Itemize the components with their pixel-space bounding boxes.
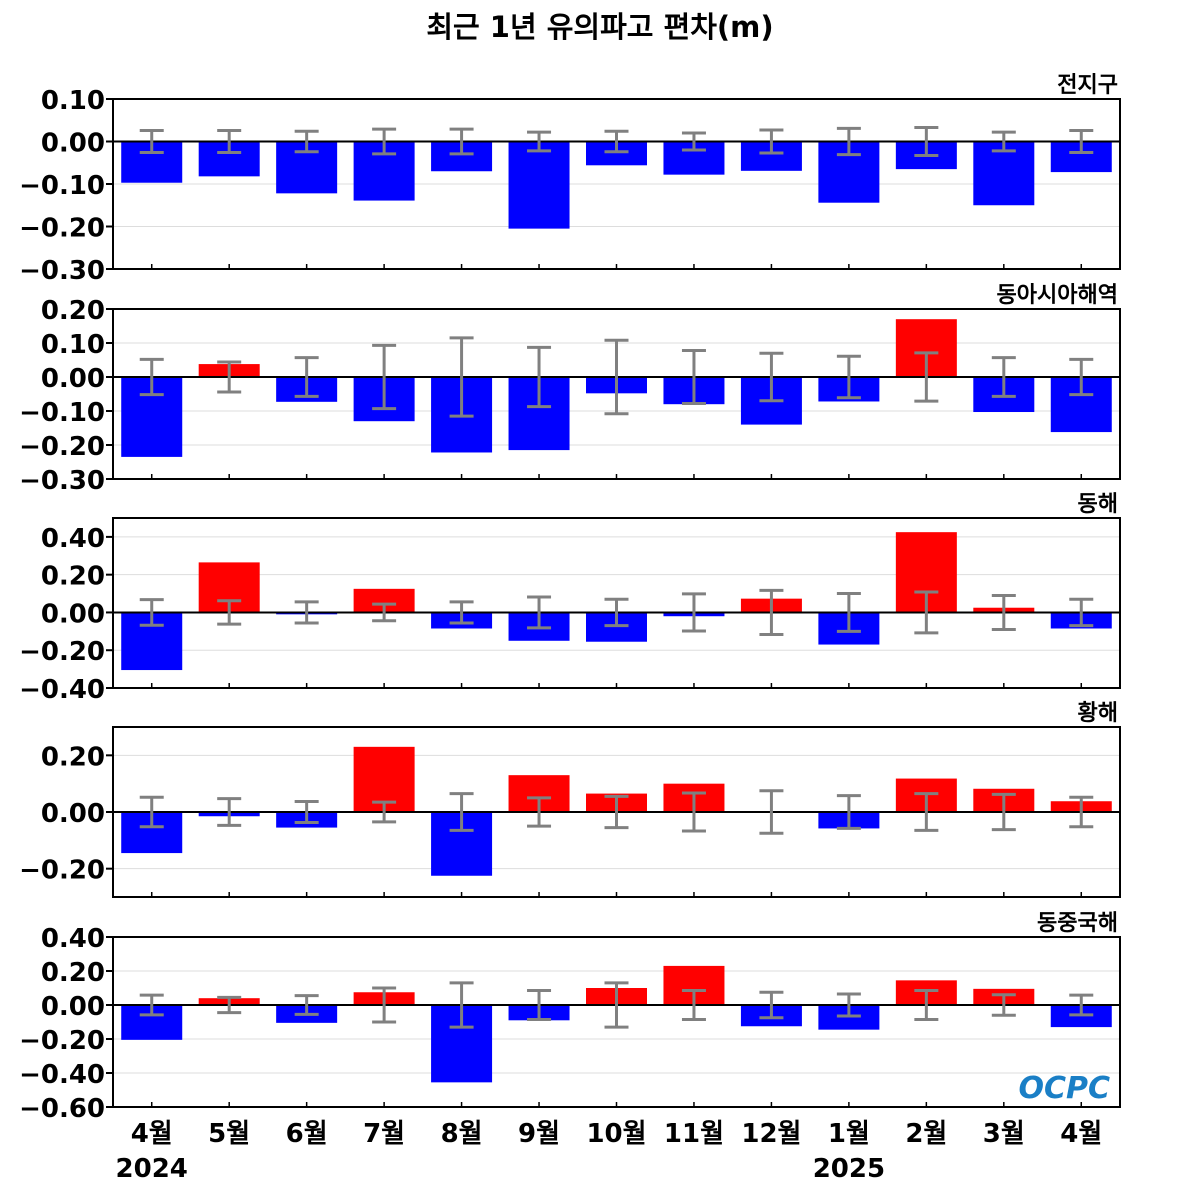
y-tick-label: −0.20: [19, 856, 105, 886]
panel-title: 동중국해: [1037, 911, 1118, 936]
y-tick-label: 0.00: [41, 992, 105, 1022]
year-label: 2024: [116, 1154, 188, 1184]
panel-title: 황해: [1078, 701, 1118, 726]
y-tick-label: 0.10: [41, 330, 105, 360]
y-tick-label: 0.20: [41, 958, 105, 988]
chart-panel-3: 동해 0.40 0.20 0.00 −0.20 −0.40: [19, 492, 1121, 705]
bar: [508, 141, 570, 229]
x-tick-label: 2월: [905, 1119, 947, 1149]
chart-panel-4: 황해 0.20 0.00 −0.20: [19, 701, 1121, 898]
y-tick-label: −0.20: [19, 1026, 105, 1056]
x-tick-label: 8월: [441, 1119, 483, 1149]
y-tick-label: 0.20: [41, 562, 105, 592]
y-tick-label: 0.00: [41, 599, 105, 629]
y-tick-label: −0.20: [19, 432, 105, 462]
x-tick-label: 7월: [363, 1119, 405, 1149]
x-tick-label: 3월: [983, 1119, 1025, 1149]
y-tick-label: −0.20: [19, 637, 105, 667]
y-tick-label: 0.00: [41, 364, 105, 394]
y-tick-label: 0.20: [41, 742, 105, 772]
page-title: 최근 1년 유의파고 편차(m): [426, 10, 774, 44]
x-tick-label: 1월: [828, 1119, 870, 1149]
panel-title: 동아시아해역: [997, 283, 1118, 308]
y-tick-label: 0.00: [41, 799, 105, 829]
chart-panel-1: 전지구 0.10 0.00 −0.10 −0.20 −0.30: [19, 73, 1121, 286]
x-tick-label: 12월: [741, 1119, 801, 1149]
y-tick-label: 0.40: [41, 524, 105, 554]
y-tick-label: 0.40: [41, 924, 105, 954]
y-tick-label: −0.20: [19, 214, 105, 244]
chart-panel-2: 동아시아해역 0.20 0.10 0.00 −0.10 −0.20 −0.30: [19, 283, 1121, 496]
y-tick-label: −0.40: [19, 675, 105, 705]
bar: [353, 588, 415, 613]
y-tick-label: −0.30: [19, 256, 105, 286]
y-tick-label: −0.30: [19, 466, 105, 496]
x-tick-label: 11월: [664, 1119, 724, 1149]
chart-panel-5: 동중국해 0.40 0.20 0.00 −0.20 −0.40 −0.60: [19, 911, 1121, 1124]
y-tick-label: 0.00: [41, 129, 105, 159]
panel-title: 동해: [1078, 492, 1118, 517]
y-tick-label: −0.10: [19, 171, 105, 201]
bar: [586, 141, 647, 166]
x-tick-label: 6월: [286, 1119, 328, 1149]
ocpc-logo: OCPC: [1018, 1071, 1110, 1106]
x-tick-label: 5월: [208, 1119, 250, 1149]
year-label: 2025: [813, 1154, 885, 1184]
panel-title: 전지구: [1057, 73, 1118, 98]
x-tick-label: 4월: [131, 1119, 173, 1149]
y-tick-label: −0.40: [19, 1060, 105, 1090]
x-tick-label: 9월: [518, 1119, 560, 1149]
x-tick-label: 4월: [1060, 1119, 1102, 1149]
y-tick-label: −0.10: [19, 398, 105, 428]
y-tick-label: 0.20: [41, 296, 105, 326]
y-tick-label: 0.10: [41, 86, 105, 116]
y-tick-label: −0.60: [19, 1094, 105, 1124]
x-tick-label: 10월: [586, 1119, 646, 1149]
